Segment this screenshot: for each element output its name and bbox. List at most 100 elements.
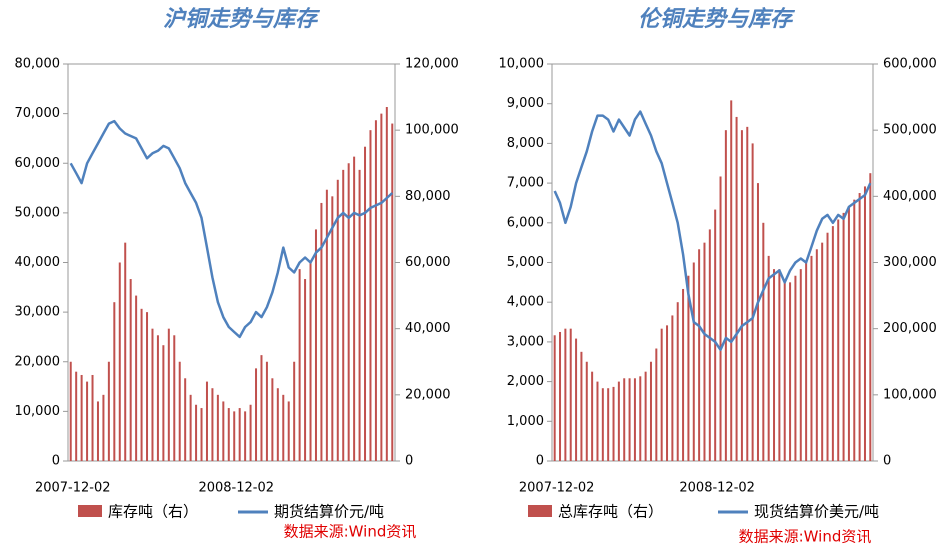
bar — [113, 302, 116, 461]
source-note: 数据来源:Wind资讯 — [739, 528, 872, 546]
bar — [265, 361, 268, 461]
bar — [369, 130, 372, 461]
bar — [773, 269, 776, 461]
bar — [162, 345, 165, 461]
bar — [391, 123, 394, 462]
x-tick-label: 2008-12-02 — [679, 481, 755, 496]
bar — [124, 242, 127, 461]
bar — [660, 328, 663, 461]
bar — [676, 302, 679, 461]
bar — [708, 229, 711, 461]
bar — [575, 338, 578, 461]
y2-tick-label: 500,000 — [883, 123, 937, 138]
bar — [293, 361, 296, 461]
bar — [767, 255, 770, 461]
bar — [336, 179, 339, 461]
bar — [682, 288, 685, 461]
y-tick-label: 3,000 — [507, 334, 544, 349]
bar — [687, 275, 690, 461]
bar — [740, 130, 743, 461]
legend-swatch — [78, 505, 102, 517]
bar — [178, 361, 181, 461]
bar — [789, 282, 792, 461]
bar — [698, 249, 701, 461]
bar — [559, 331, 562, 461]
bar — [703, 242, 706, 461]
bar — [553, 335, 556, 461]
bar — [331, 196, 334, 462]
line — [69, 119, 394, 339]
x-tick-label: 2008-12-02 — [198, 481, 274, 496]
bar — [195, 404, 198, 461]
bar — [805, 262, 808, 461]
y2-tick-label: 600,000 — [883, 57, 937, 72]
bar — [156, 335, 159, 461]
y-tick-label: 20,000 — [15, 354, 61, 369]
bar — [233, 411, 236, 461]
bar — [271, 378, 274, 461]
y-tick-label: 2,000 — [507, 374, 544, 389]
bar — [314, 229, 317, 461]
bar — [353, 156, 356, 461]
y-tick-label: 4,000 — [507, 295, 544, 310]
bar — [205, 381, 208, 461]
bar — [102, 394, 105, 461]
bar — [591, 371, 594, 461]
x-tick-label: 2007-12-02 — [35, 481, 111, 496]
bar — [189, 394, 192, 461]
bar — [863, 186, 866, 462]
bar — [869, 173, 872, 462]
bar — [607, 388, 610, 461]
bar — [107, 361, 110, 461]
bar — [118, 262, 121, 461]
bar — [644, 371, 647, 461]
y-tick-label: 8,000 — [507, 136, 544, 151]
bar — [69, 361, 72, 461]
y2-tick-label: 100,000 — [883, 387, 937, 402]
y-tick-label: 60,000 — [15, 156, 61, 171]
bar — [692, 262, 695, 461]
bar — [778, 269, 781, 461]
bar — [287, 401, 290, 461]
y2-tick-label: 300,000 — [883, 255, 937, 270]
bar — [783, 282, 786, 461]
bar — [628, 378, 631, 461]
y-tick-label: 40,000 — [15, 255, 61, 270]
bar — [167, 328, 170, 461]
bar — [810, 255, 813, 461]
bar — [325, 189, 328, 461]
y-tick-label: 5,000 — [507, 255, 544, 270]
bar — [762, 222, 765, 461]
y-tick-label: 30,000 — [15, 305, 61, 320]
plot-frame — [551, 63, 874, 462]
y2-tick-label: 100,000 — [405, 123, 459, 138]
bar — [184, 378, 187, 461]
bar — [227, 408, 230, 461]
bar — [211, 388, 214, 461]
bar — [358, 169, 361, 461]
bar — [746, 126, 749, 461]
bar — [216, 394, 219, 461]
bar — [821, 242, 824, 461]
bar — [385, 107, 388, 461]
bar — [75, 371, 78, 461]
bar — [320, 202, 323, 461]
bar — [612, 386, 615, 461]
y-tick-label: 80,000 — [15, 57, 61, 72]
bar — [756, 183, 759, 461]
y-tick-label: 10,000 — [499, 57, 545, 72]
bar — [735, 116, 738, 461]
bar — [847, 206, 850, 461]
bar — [601, 388, 604, 461]
bar — [238, 408, 241, 461]
bar — [255, 368, 258, 461]
bar — [129, 279, 132, 461]
bar — [380, 113, 383, 461]
bar — [837, 219, 840, 461]
y-tick-label: 50,000 — [15, 205, 61, 220]
bar — [580, 351, 583, 461]
legend-label: 期货结算价元/吨 — [274, 503, 384, 521]
bar — [222, 401, 225, 461]
